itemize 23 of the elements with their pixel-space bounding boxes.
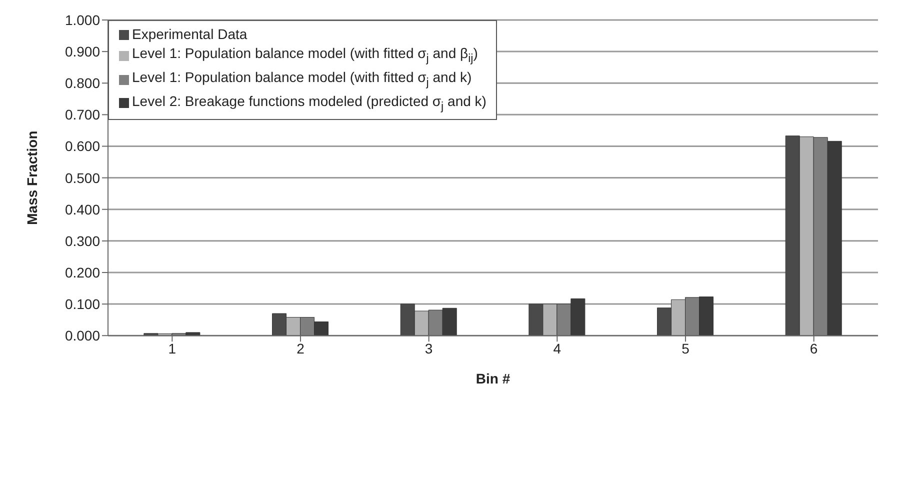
legend-label: Level 1: Population balance model (with fitted σ$_{j}$ and β$_{ij}$) (132, 44, 478, 67)
y-tick-label: 0.600 (64, 138, 100, 154)
y-tick-label: 0.500 (64, 170, 100, 186)
x-tick-label: 1 (168, 340, 176, 357)
x-tick-label: 6 (810, 340, 818, 357)
legend-label: Level 2: Breakage functions modeled (predicted σ$_{j}$ and k) (132, 92, 486, 114)
x-tick-label: 5 (682, 340, 690, 357)
y-tick-label: 0.400 (64, 201, 100, 218)
legend-label: Experimental Data (132, 25, 248, 44)
y-tick-label: 0.000 (64, 328, 100, 344)
y-tick-label: 1.000 (64, 12, 100, 28)
y-tick-label: 0.700 (64, 106, 100, 123)
y-tick-label: 0.100 (64, 296, 100, 312)
x-tick-label: 3 (424, 340, 433, 357)
y-tick-label: 0.200 (64, 264, 100, 280)
x-tick-label: 4 (553, 340, 562, 357)
legend-label: Level 1: Population balance model (with fitted σ$_{j}$ and k) (132, 68, 472, 91)
y-tick-label: 0.300 (64, 232, 100, 249)
x-tick-label: 2 (296, 340, 305, 357)
y-tick-label: 0.900 (64, 44, 100, 60)
y-tick-label: 0.800 (64, 75, 100, 92)
x-axis-title: Bin # (476, 370, 510, 387)
y-axis-title: Mass Fraction (24, 130, 40, 225)
